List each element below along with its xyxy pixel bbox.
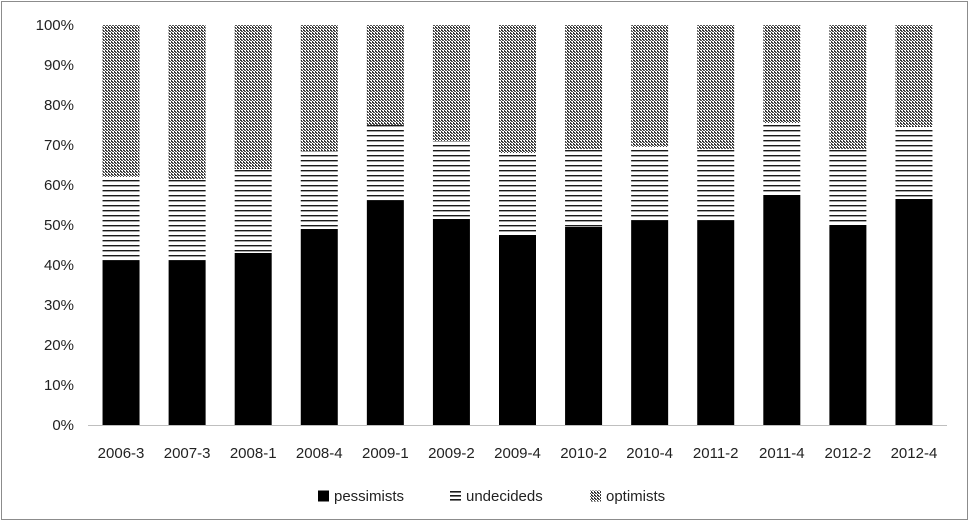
bar-segment-undecideds-2011-4 [763,123,801,195]
bar-segment-undecideds-2012-2 [829,149,867,225]
bar-segment-pessimists-2007-3 [168,261,206,425]
x-tick-label: 2009-1 [362,445,409,462]
bar-segment-pessimists-2009-2 [432,219,470,425]
bar-segment-optimists-2009-1 [366,25,404,125]
y-tick-label: 10% [44,377,74,394]
x-tick-label: 2010-2 [560,445,607,462]
y-tick-label: 60% [44,177,74,194]
x-tick-label: 2011-4 [759,445,805,462]
bar-segment-pessimists-2012-2 [829,225,867,425]
y-tick-label: 90% [44,57,74,74]
y-tick-label: 30% [44,297,74,314]
x-tick-label: 2012-2 [825,445,872,462]
bar-segment-optimists-2008-1 [234,25,272,169]
y-tick-label: 0% [52,417,74,434]
legend-label-optimists: optimists [606,488,665,505]
bar-segment-optimists-2009-4 [499,25,536,153]
x-tick-label: 2006-3 [98,445,145,462]
x-tick-label: 2011-2 [693,445,739,462]
bar-segment-pessimists-2009-1 [366,201,404,425]
x-tick-label: 2010-4 [626,445,673,462]
legend-swatch-undecideds [450,491,461,501]
bar-segment-pessimists-2008-1 [234,253,272,425]
bar-segment-pessimists-2009-4 [499,235,536,425]
legend-swatch-pessimists [318,490,329,502]
legend: pessimists undecideds optimists [318,488,665,505]
x-tick-label: 2008-4 [296,445,343,462]
legend-label-undecideds: undecideds [466,488,543,505]
bar-segment-undecideds-2006-3 [102,177,140,261]
legend-swatch-optimists [590,490,601,502]
bar-segment-optimists-2009-2 [432,25,470,141]
x-tick-label: 2007-3 [164,445,211,462]
bar-segment-undecideds-2012-4 [895,127,933,199]
bar-segment-undecideds-2011-2 [697,149,735,221]
bars-group [102,25,933,425]
legend-label-pessimists: pessimists [334,488,404,505]
bar-segment-pessimists-2010-4 [631,221,669,425]
y-tick-label: 70% [44,137,74,154]
bar-segment-undecideds-2008-1 [234,169,272,253]
bar-segment-pessimists-2011-2 [697,221,735,425]
bar-segment-pessimists-2012-4 [895,199,933,425]
x-tick-label: 2009-2 [428,445,475,462]
bar-segment-optimists-2006-3 [102,25,140,177]
bar-segment-optimists-2008-4 [300,25,338,151]
x-tick-label: 2012-4 [891,445,938,462]
y-tick-label: 40% [44,257,74,274]
bar-segment-undecideds-2009-4 [499,153,536,235]
y-tick-label: 80% [44,97,74,114]
bar-segment-undecideds-2008-4 [300,151,338,229]
bar-segment-pessimists-2010-2 [565,227,603,425]
y-tick-label: 100% [36,17,74,34]
bar-segment-optimists-2010-4 [631,25,669,147]
y-tick-label: 20% [44,337,74,354]
y-tick-label: 50% [44,217,74,234]
bar-segment-optimists-2011-4 [763,25,801,123]
bar-segment-pessimists-2011-4 [763,195,801,425]
bar-segment-undecideds-2007-3 [168,179,206,261]
bar-segment-optimists-2007-3 [168,25,206,179]
x-tick-label: 2009-4 [494,445,541,462]
bar-segment-optimists-2012-2 [829,25,867,149]
bar-segment-optimists-2012-4 [895,25,933,127]
bar-segment-undecideds-2010-4 [631,147,669,221]
bar-segment-optimists-2010-2 [565,25,603,149]
x-tick-label: 2008-1 [230,445,277,462]
bar-segment-undecideds-2009-2 [432,141,470,219]
y-axis-tick-labels: 0% 10% 20% 30% 40% 50% 60% 70% 80% 90% 100% [36,17,74,434]
bar-segment-pessimists-2006-3 [102,261,140,425]
bar-segment-pessimists-2008-4 [300,229,338,425]
bar-segment-optimists-2011-2 [697,25,735,149]
bar-segment-undecideds-2009-1 [366,125,404,201]
bar-segment-undecideds-2010-2 [565,149,603,227]
x-axis-tick-labels: 2006-3 2007-3 2008-1 2008-4 2009-1 2009-2 2009… [98,445,938,462]
